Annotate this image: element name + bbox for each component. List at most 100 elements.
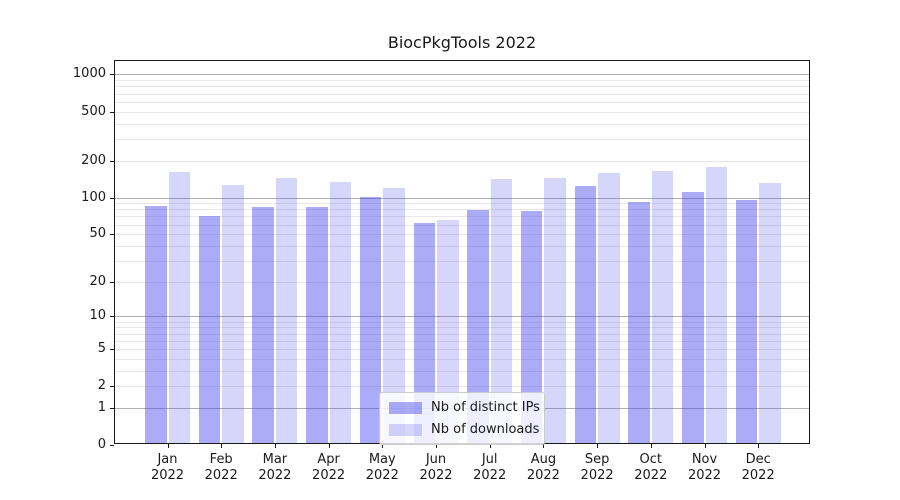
x-tick-month: Mar (262, 452, 288, 467)
bar-distinct-ips-feb (198, 215, 221, 443)
y-tick-mark (110, 348, 114, 350)
y-tick-mark (110, 160, 114, 162)
bar-downloads-jun (437, 219, 459, 443)
bar-downloads-oct (651, 170, 674, 443)
x-tick-mark (167, 444, 169, 448)
bar-distinct-ips-may (359, 197, 382, 443)
x-tick-mark (758, 444, 760, 448)
legend-swatch-distinct-ips (389, 401, 422, 414)
x-tick-year: 2022 (687, 468, 722, 483)
y-tick-mark (110, 445, 114, 446)
x-tick-mark (436, 444, 437, 448)
bar-distinct-ips-mar (252, 206, 274, 443)
bar-downloads-sep (598, 172, 620, 443)
x-tick-label: Mar 2022 (243, 452, 307, 484)
y-tick-mark (110, 316, 114, 318)
minor-gridline (115, 123, 809, 125)
x-tick-month: Dec (745, 452, 771, 467)
bar-downloads-feb (222, 185, 244, 443)
minor-gridline (115, 86, 809, 88)
bar-distinct-ips-jul (467, 210, 489, 443)
x-tick-mark (543, 444, 545, 448)
x-tick-year: 2022 (150, 468, 185, 483)
bar-distinct-ips-jan (145, 206, 167, 443)
x-tick-year: 2022 (634, 468, 668, 483)
bar-downloads-apr (329, 182, 352, 443)
major-gridline (115, 316, 809, 318)
x-tick-year: 2022 (580, 468, 614, 483)
bar-downloads-nov (705, 166, 727, 443)
bar-downloads-aug (544, 178, 566, 443)
x-tick-mark (489, 444, 491, 448)
plot-area: Nb of distinct IPs Nb of downloads Jan 20… (73, 60, 810, 483)
legend-label-downloads: Nb of downloads (431, 422, 540, 437)
legend-swatch-downloads (389, 423, 422, 436)
bar-distinct-ips-sep (574, 185, 597, 443)
x-tick-month: Aug (530, 452, 557, 467)
minor-gridline (115, 321, 809, 323)
bar-downloads-may (383, 188, 405, 443)
y-tick-mark (110, 111, 114, 113)
minor-gridline (115, 203, 809, 205)
legend-item-distinct-ips: Nb of distinct IPs (389, 399, 540, 416)
x-tick-year: 2022 (312, 468, 346, 483)
y-tick-label: 500 (81, 103, 106, 119)
x-tick-year: 2022 (204, 468, 238, 483)
x-tick-mark (704, 444, 706, 448)
minor-gridline (115, 216, 809, 218)
x-tick-month: Apr (317, 452, 340, 467)
bar-downloads-mar (275, 178, 298, 443)
x-tick-label: Jun 2022 (404, 452, 468, 484)
y-tick-mark (110, 74, 114, 76)
bar-distinct-ips-aug (520, 210, 543, 443)
x-tick-month: May (368, 452, 396, 467)
minor-gridline (115, 260, 809, 262)
y-tick-label: 1 (97, 399, 106, 415)
x-tick-label: May 2022 (350, 452, 414, 484)
x-tick-year: 2022 (741, 468, 775, 483)
minor-gridline (115, 245, 809, 247)
y-tick-mark (110, 407, 114, 409)
minor-gridline (115, 281, 809, 283)
x-tick-month: Feb (209, 452, 233, 467)
bar-downloads-dec (759, 183, 781, 443)
minor-gridline (115, 101, 809, 103)
x-tick-label: Jul 2022 (458, 452, 522, 484)
x-tick-month: Jun (425, 452, 447, 467)
y-tick-label: 2 (97, 378, 106, 394)
minor-gridline (115, 333, 809, 335)
minor-gridline (115, 327, 809, 329)
y-tick-mark (110, 386, 114, 388)
x-tick-month: Jul (481, 452, 498, 467)
x-tick-label: Sep 2022 (565, 452, 629, 484)
minor-gridline (115, 209, 809, 211)
x-tick-year: 2022 (365, 468, 399, 483)
bar-distinct-ips-dec (735, 199, 758, 443)
minor-gridline (115, 80, 809, 82)
x-tick-year: 2022 (419, 468, 453, 483)
legend: Nb of distinct IPs Nb of downloads (379, 392, 545, 445)
y-tick-label: 200 (81, 152, 106, 168)
minor-gridline (115, 370, 809, 372)
legend-item-downloads: Nb of downloads (389, 421, 540, 438)
y-tick-label: 5 (97, 340, 106, 356)
minor-gridline (115, 386, 809, 388)
bar-downloads-jan (168, 171, 190, 443)
y-tick-mark (110, 234, 114, 236)
minor-gridline (115, 234, 809, 236)
x-tick-month: Oct (639, 452, 663, 467)
bar-distinct-ips-jun (413, 222, 435, 443)
y-tick-label: 0 (97, 437, 106, 452)
legend-label-distinct-ips: Nb of distinct IPs (431, 400, 540, 415)
x-tick-label: Feb 2022 (189, 452, 253, 484)
y-tick-mark (110, 197, 114, 199)
x-tick-label: Oct 2022 (619, 452, 683, 484)
major-gridline (115, 74, 809, 76)
x-tick-month: Nov (691, 452, 718, 467)
y-tick-label: 20 (89, 273, 106, 289)
x-tick-label: Aug 2022 (511, 452, 575, 484)
bar-downloads-jul (490, 179, 513, 443)
bar-distinct-ips-nov (682, 191, 704, 443)
minor-gridline (115, 111, 809, 113)
